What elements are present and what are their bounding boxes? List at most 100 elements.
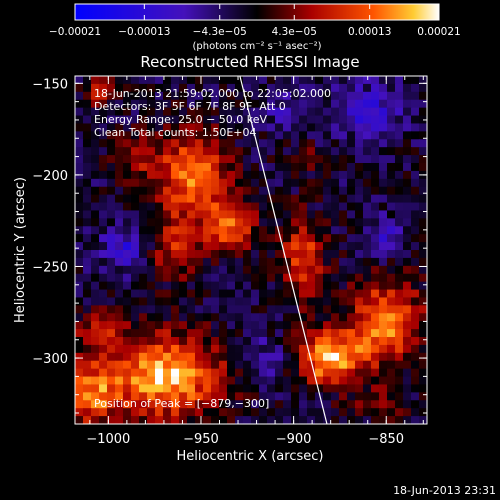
image-pixel — [75, 250, 84, 259]
image-pixel — [307, 392, 316, 401]
image-pixel — [179, 321, 188, 330]
image-pixel — [419, 107, 427, 117]
colorbar-tick-label: 4.3e−05 — [272, 26, 317, 38]
image-pixel — [259, 400, 268, 409]
image-pixel — [123, 281, 132, 291]
image-pixel — [395, 408, 404, 417]
image-pixel — [179, 107, 188, 117]
image-pixel — [163, 242, 172, 251]
image-pixel — [195, 83, 204, 93]
image-pixel — [211, 147, 220, 156]
image-pixel — [83, 91, 92, 101]
image-pixel — [363, 107, 372, 117]
image-pixel — [323, 107, 332, 117]
image-pixel — [379, 226, 388, 235]
image-pixel — [363, 234, 372, 243]
image-pixel — [403, 242, 412, 251]
image-pixel — [355, 99, 364, 109]
image-pixel — [251, 194, 260, 204]
image-pixel — [219, 313, 228, 322]
image-pixel — [83, 131, 92, 140]
image-pixel — [307, 265, 316, 275]
image-pixel — [419, 257, 427, 267]
image-pixel — [331, 416, 340, 424]
image-pixel — [339, 329, 348, 338]
image-pixel — [323, 226, 332, 235]
image-pixel — [419, 337, 427, 346]
image-pixel — [115, 83, 124, 93]
image-pixel — [259, 384, 268, 393]
image-pixel — [147, 321, 156, 330]
image-pixel — [403, 400, 412, 409]
image-pixel — [171, 384, 180, 393]
image-pixel — [307, 250, 316, 259]
image-pixel — [219, 352, 228, 362]
image-pixel — [219, 392, 228, 401]
image-pixel — [251, 76, 260, 85]
image-pixel — [203, 186, 212, 196]
image-pixel — [99, 408, 108, 417]
image-pixel — [171, 107, 180, 117]
image-pixel — [299, 305, 308, 314]
image-pixel — [379, 400, 388, 409]
image-pixel — [371, 368, 380, 378]
image-pixel — [387, 273, 396, 283]
image-pixel — [75, 321, 84, 330]
image-pixel — [363, 210, 372, 219]
image-pixel — [83, 226, 92, 235]
image-pixel — [323, 155, 332, 164]
image-pixel — [291, 297, 300, 306]
image-pixel — [211, 99, 220, 109]
image-pixel — [235, 91, 244, 101]
image-pixel — [171, 234, 180, 243]
image-pixel — [307, 337, 316, 346]
image-pixel — [347, 273, 356, 283]
image-pixel — [387, 99, 396, 109]
image-pixel — [283, 107, 292, 117]
image-pixel — [267, 91, 276, 101]
image-pixel — [235, 123, 244, 132]
image-pixel — [123, 131, 132, 140]
image-pixel — [83, 234, 92, 243]
image-pixel — [155, 257, 164, 267]
image-pixel — [203, 210, 212, 219]
image-pixel — [91, 257, 100, 267]
image-pixel — [139, 273, 148, 283]
image-pixel — [187, 131, 196, 140]
image-pixel — [235, 337, 244, 346]
image-pixel — [371, 76, 380, 85]
image-pixel — [203, 360, 212, 370]
image-pixel — [227, 218, 236, 227]
image-pixel — [99, 368, 108, 378]
image-pixel — [139, 321, 148, 330]
image-pixel — [379, 147, 388, 156]
image-pixel — [251, 242, 260, 251]
image-pixel — [419, 147, 427, 156]
x-tick-label: −850 — [368, 432, 404, 447]
image-pixel — [291, 305, 300, 314]
image-pixel — [227, 352, 236, 362]
image-pixel — [283, 250, 292, 259]
image-pixel — [315, 210, 324, 219]
image-pixel — [331, 99, 340, 109]
image-pixel — [139, 281, 148, 291]
image-pixel — [155, 76, 164, 85]
image-pixel — [387, 344, 396, 354]
image-pixel — [99, 265, 108, 275]
image-pixel — [179, 163, 188, 172]
image-pixel — [339, 352, 348, 362]
image-pixel — [147, 376, 156, 386]
image-pixel — [131, 218, 140, 227]
image-pixel — [187, 194, 196, 204]
image-pixel — [267, 186, 276, 196]
image-pixel — [211, 76, 220, 85]
image-pixel — [395, 210, 404, 219]
image-pixel — [155, 131, 164, 140]
image-pixel — [163, 297, 172, 306]
image-pixel — [195, 186, 204, 196]
image-pixel — [363, 265, 372, 275]
image-pixel — [139, 163, 148, 172]
image-pixel — [235, 218, 244, 227]
image-pixel — [139, 400, 148, 409]
image-pixel — [99, 91, 108, 101]
